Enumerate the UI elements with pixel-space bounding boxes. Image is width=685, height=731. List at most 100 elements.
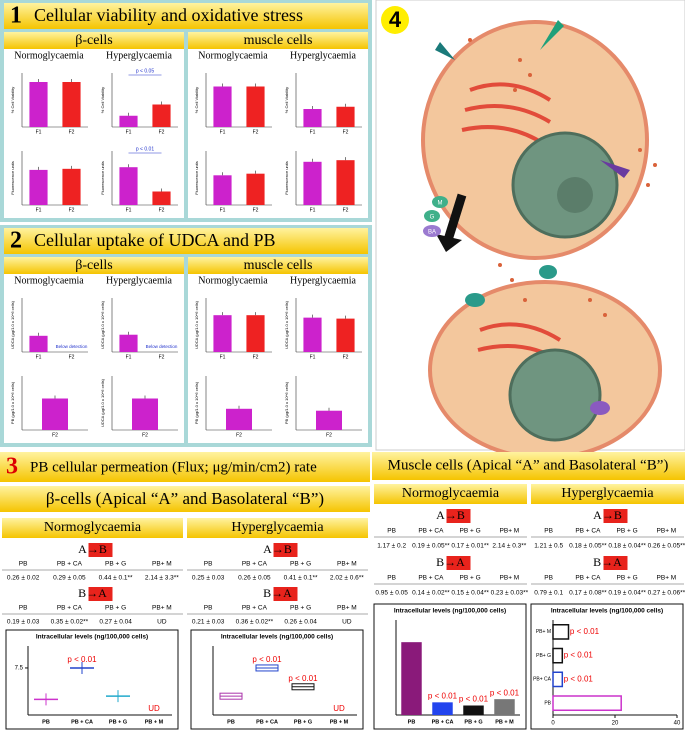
x-tick-label: F2 (236, 432, 242, 438)
arrow-label-bg (446, 509, 471, 523)
note: UD (148, 704, 160, 713)
table-header: PB + G (460, 528, 481, 535)
x-tick-label: F2 (52, 432, 58, 438)
table-header: PB (204, 561, 213, 568)
panel-header (374, 484, 527, 504)
transporter (540, 20, 564, 50)
x-tick-label: F1 (220, 207, 226, 213)
transporter (539, 265, 557, 279)
note: p < 0.01 (564, 674, 594, 683)
molecule-label: M (438, 201, 443, 207)
x-tick-label: PB + G (109, 719, 127, 725)
chart-title: Intracellular levels (ng/100,000 cells) (36, 634, 148, 641)
bar (463, 705, 484, 715)
header-bar (4, 228, 368, 254)
x-tick-label: F1 (36, 129, 42, 135)
x-tick-label: PB + CA (71, 719, 93, 725)
x-tick-label: PB (42, 719, 50, 725)
x-tick-label: 0 (551, 721, 555, 727)
note: p < 0.01 (490, 688, 520, 697)
x-tick-label: F2 (142, 432, 148, 438)
section-number: 3 (6, 454, 18, 480)
table-header: PB+ M (152, 605, 172, 612)
y-axis-label: Fluorescence units (10, 161, 15, 195)
header-bar (0, 486, 370, 512)
x-tick-label: F1 (220, 354, 226, 360)
table-cell: 2.02 ± 0.6** (330, 575, 364, 582)
x-tick-label: F2 (69, 207, 75, 213)
subsection-title: β-cells (Apical “A” and Basolateral “B”) (46, 489, 324, 508)
table-header: PB + CA (575, 528, 601, 535)
x-tick-label: PB + CA (256, 719, 278, 725)
section-number: 1 (10, 3, 22, 29)
x-tick-label: F1 (220, 129, 226, 135)
bar (303, 161, 322, 205)
x-tick-label: PB + CA (432, 719, 454, 725)
table-header: PB (544, 528, 553, 535)
group-title: β-cells (75, 258, 112, 273)
x-tick-label: F1 (310, 207, 316, 213)
table-header: PB+ M (500, 528, 520, 535)
bar (336, 160, 355, 205)
y-axis-label: Fluorescence units (194, 161, 199, 195)
section-number: 2 (10, 228, 22, 254)
chart-title: Intracellular levels (ng/100,000 cells) (221, 634, 333, 641)
x-tick-label: F1 (36, 354, 42, 360)
y-axis-label: % Cell Viability (10, 87, 15, 113)
table-cell: 0.29 ± 0.05 (53, 575, 86, 582)
table-cell: 0.26 ± 0.02 (7, 575, 40, 582)
note: p < 0.01 (252, 655, 282, 664)
note: p < 0.01 (428, 691, 458, 700)
table-cell: 0.19 ± 0.05** (412, 543, 450, 550)
table-cell: 0.26 ± 0.05** (648, 543, 685, 550)
bar (552, 695, 622, 711)
table-cell: 0.25 ± 0.03 (192, 575, 225, 582)
table-cell: 1.17 ± 0.2 (377, 543, 406, 550)
chart-frame (190, 629, 364, 730)
x-tick-label: F2 (343, 354, 349, 360)
table-header: PB+ M (337, 561, 357, 568)
table-cell: 0.17 ± 0.01** (451, 543, 489, 550)
bar (213, 315, 232, 352)
section-title: Cellular viability and oxidative stress (34, 5, 303, 25)
table-cell: 0.18 ± 0.04** (608, 543, 646, 550)
bar (336, 318, 355, 352)
table-header: PB + G (460, 575, 481, 582)
table-header: PB+ M (500, 575, 520, 582)
panel-title: Normoglycaemia (44, 520, 142, 535)
y-tick-label: 7.5 (15, 666, 24, 672)
table-cell: 0.23 ± 0.03** (491, 590, 529, 597)
table-cell: 0.41 ± 0.1** (284, 575, 318, 582)
chart-title: Intracellular levels (ng/100,000 cells) (551, 608, 663, 615)
flux-direction: A→B (78, 542, 107, 556)
arrow-label-bg (273, 543, 298, 557)
table-header: PB+ M (152, 561, 172, 568)
column-title: Normoglycaemia (198, 275, 268, 286)
chart-frame (5, 629, 179, 730)
arrow-label-bg (603, 509, 628, 523)
table-header: PB + G (105, 605, 126, 612)
panel-title: Hyperglycaemia (231, 520, 324, 535)
y-tick-label: PB+ M (536, 629, 551, 635)
table-cell: 0.27 ± 0.04 (99, 619, 132, 626)
panel-header (2, 518, 183, 538)
arrow-label-bg (446, 556, 471, 570)
y-axis-label: Fluorescence units (100, 161, 105, 195)
bar (316, 410, 342, 430)
bar (303, 109, 322, 127)
bar (62, 168, 81, 205)
x-tick-label: F2 (69, 354, 75, 360)
x-tick-label: F2 (326, 432, 332, 438)
chart-bg (6, 288, 92, 362)
x-tick-label: F2 (253, 354, 259, 360)
flux-direction: B→A (593, 555, 622, 569)
y-axis-label: PB (µg/1.0 x 10^6 cells) (194, 381, 199, 424)
bar (494, 699, 515, 715)
y-axis-label: % Cell Viability (100, 87, 105, 113)
bar (152, 191, 171, 205)
x-tick-label: F2 (343, 207, 349, 213)
table-cell: UD (342, 619, 352, 626)
note: p < 0.01 (288, 674, 318, 683)
arrow-label-bg (603, 556, 628, 570)
y-tick-label: PB (544, 700, 551, 706)
